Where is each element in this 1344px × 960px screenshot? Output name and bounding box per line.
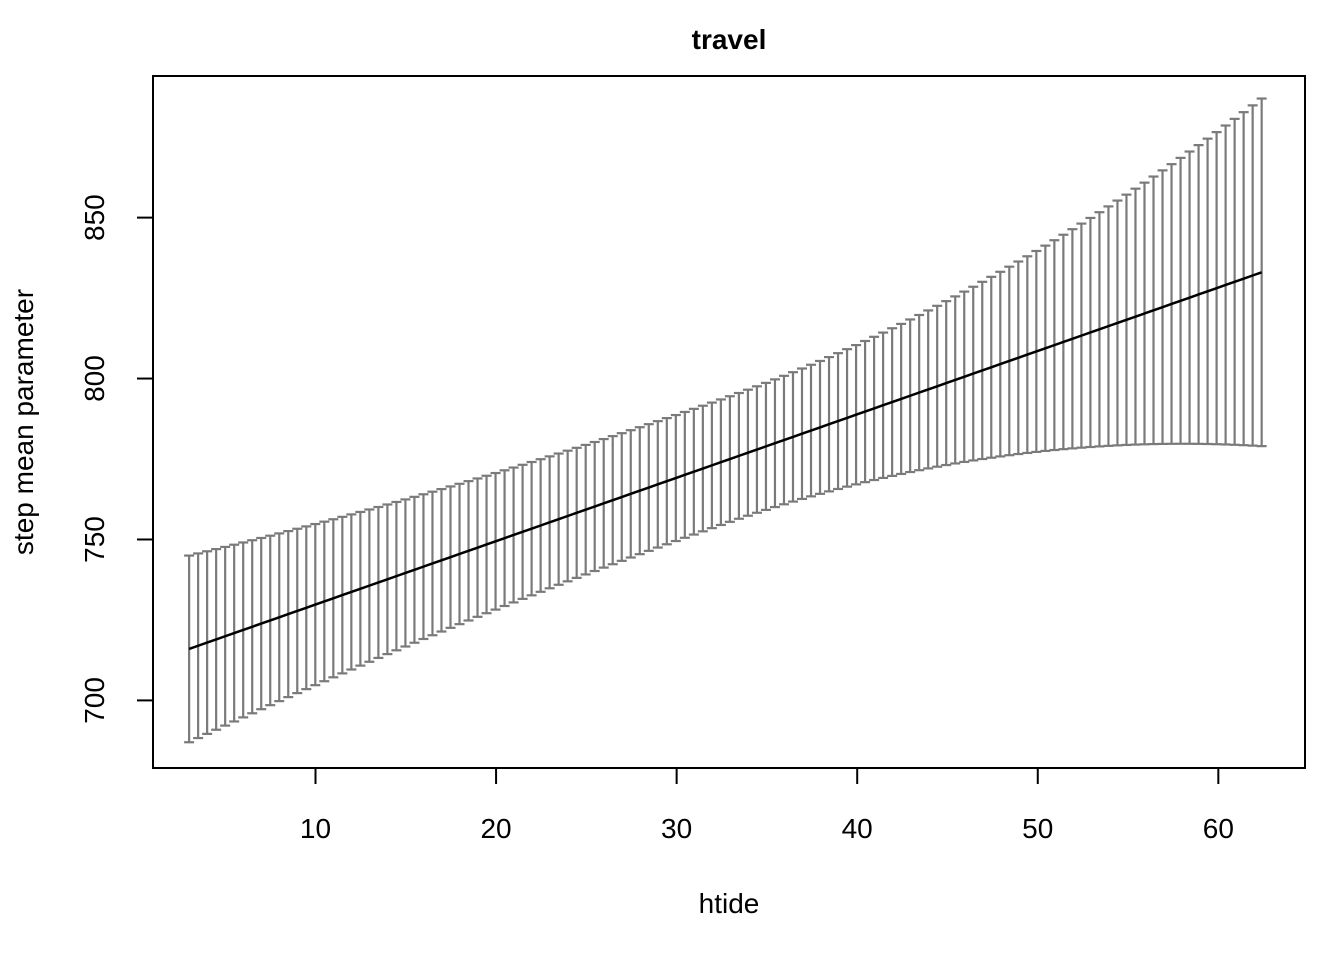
y-tick-label: 800 — [79, 355, 110, 402]
x-tick-label: 50 — [1022, 813, 1053, 844]
y-tick-label: 850 — [79, 194, 110, 241]
x-tick-label: 20 — [480, 813, 511, 844]
x-tick-label: 30 — [661, 813, 692, 844]
chart-title: travel — [692, 24, 767, 55]
y-axis-label: step mean parameter — [8, 289, 39, 555]
estimate-line-group — [188, 271, 1263, 651]
x-axis: 10 20 30 40 50 60 — [300, 768, 1234, 844]
x-axis-label: htide — [699, 888, 760, 919]
x-tick-label: 10 — [300, 813, 331, 844]
y-tick-label: 700 — [79, 677, 110, 724]
error-bars — [184, 97, 1267, 744]
y-tick-label: 750 — [79, 516, 110, 563]
estimate-line — [188, 271, 1263, 651]
x-tick-label: 60 — [1203, 813, 1234, 844]
y-axis: 700 750 800 850 — [79, 194, 153, 724]
plot-frame — [152, 75, 1306, 769]
x-tick-label: 40 — [842, 813, 873, 844]
